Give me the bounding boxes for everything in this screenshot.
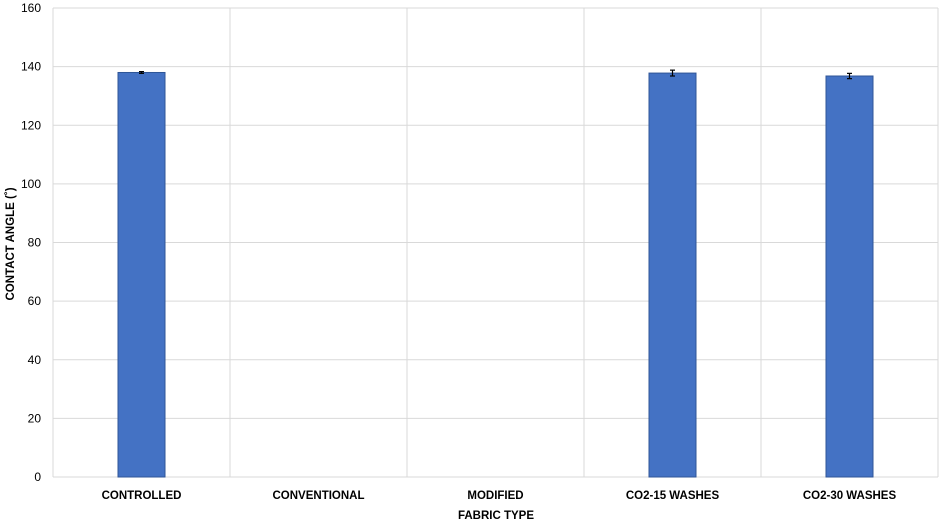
y-tick-label: 20 (28, 411, 42, 425)
error-bar (139, 71, 144, 74)
x-tick-label: CONTROLLED (102, 490, 182, 502)
error-bar (670, 69, 675, 77)
y-axis-title: CONTACT ANGLE (˚) (5, 187, 17, 300)
bar (117, 71, 166, 478)
x-tick-label: CO2-30 WASHES (803, 490, 897, 502)
bars (117, 71, 874, 478)
x-tick-label: CONVENTIONAL (273, 490, 365, 502)
bar (825, 75, 874, 478)
gridlines (52, 7, 939, 478)
x-tick-label: MODIFIED (467, 490, 523, 502)
y-tick-label: 60 (28, 294, 42, 308)
x-tick-labels: CONTROLLED CONVENTIONAL MODIFIED CO2-15 WAS… (102, 490, 897, 502)
y-tick-label: 80 (28, 236, 42, 250)
x-axis-title: FABRIC TYPE (458, 510, 534, 522)
y-tick-label: 100 (21, 177, 41, 191)
y-tick-label: 140 (21, 60, 41, 74)
bar (648, 72, 697, 478)
error-bars (139, 69, 852, 80)
y-tick-label: 40 (28, 353, 42, 367)
y-tick-label: 120 (21, 118, 41, 132)
x-tick-label: CO2-15 WASHES (626, 490, 720, 502)
error-bar (847, 72, 852, 80)
y-tick-label: 160 (21, 1, 41, 15)
y-tick-labels: 0 20 40 60 80 100 120 140 160 (21, 1, 41, 484)
y-tick-label: 0 (34, 470, 41, 484)
